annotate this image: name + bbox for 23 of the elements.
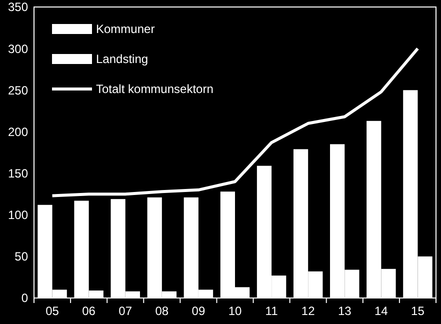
x-tick-label: 07 xyxy=(118,304,132,318)
y-tick-label: 100 xyxy=(8,208,28,222)
y-tick-label: 350 xyxy=(8,0,28,14)
legend-label: Landsting xyxy=(96,52,148,66)
x-tick-label: 06 xyxy=(82,304,96,318)
y-tick-label: 50 xyxy=(14,250,28,264)
y-tick-label: 200 xyxy=(8,124,28,139)
y-tick-label: 250 xyxy=(8,83,28,98)
y-tick-label: 300 xyxy=(8,42,28,56)
x-tick-label: 09 xyxy=(192,304,206,318)
x-tick-label: 12 xyxy=(301,304,316,318)
x-tick-label: 14 xyxy=(374,304,388,318)
legend-label: Totalt kommunsektorn xyxy=(96,82,214,96)
x-tick-label: 15 xyxy=(411,304,425,318)
x-tick-label: 08 xyxy=(155,304,169,318)
x-tick-label: 10 xyxy=(228,304,242,318)
x-tick-label: 05 xyxy=(46,304,60,318)
y-tick-label: 150 xyxy=(8,166,28,180)
legend-label: Kommuner xyxy=(96,22,155,36)
line-series xyxy=(50,47,420,198)
y-tick-label: 0 xyxy=(21,291,28,306)
x-tick-label: 11 xyxy=(265,304,278,318)
x-tick-label: 13 xyxy=(338,304,352,318)
